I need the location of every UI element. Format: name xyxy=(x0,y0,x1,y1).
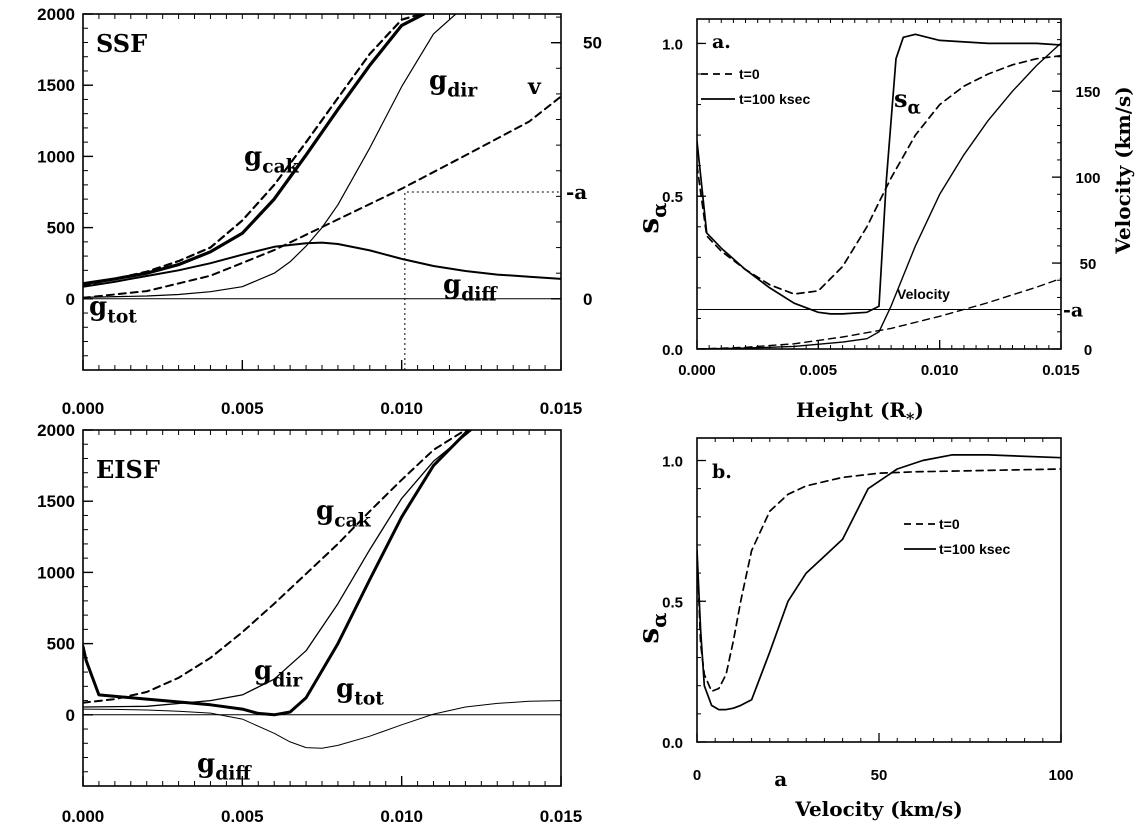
label-g-tot: gtot xyxy=(336,674,384,709)
y-tick-label: 1.0 xyxy=(662,36,683,53)
x-tick-label: 0.010 xyxy=(380,807,423,826)
series-velocity-t=100-ksec xyxy=(697,42,1061,349)
label-g-diff: gdiff xyxy=(443,270,498,305)
series-g_cak xyxy=(83,430,467,704)
svg-text:sα: sα xyxy=(632,612,671,643)
svg-text:sα: sα xyxy=(632,202,671,233)
right-tick-label: 50 xyxy=(1080,256,1097,273)
legend-label: t=100 ksec xyxy=(739,91,810,107)
y-tick-label: 500 xyxy=(47,219,75,238)
y-tick-label: 1000 xyxy=(37,147,75,166)
right-tick-label: 50 xyxy=(583,34,602,53)
x-tick-label: 0.005 xyxy=(800,362,838,379)
chart-b: b. 0.0 0.5 1.0 0 50 100 a t=0 t=100 ksec Velocity… xyxy=(632,437,1074,821)
x-tick-label: 0.000 xyxy=(62,807,105,826)
plot-frame xyxy=(82,13,562,371)
series-velocity-t=0 xyxy=(697,277,1061,349)
y-axis-title: sα xyxy=(632,612,671,643)
x-axis-title: Velocity (km/s) xyxy=(794,797,962,821)
y-axis-title: sα xyxy=(632,202,671,233)
series-t=100-ksec xyxy=(697,454,1061,711)
panel-label-eisf: EISF xyxy=(96,455,160,484)
y-tick-label: 0.5 xyxy=(662,594,683,611)
y-tick-label: 2000 xyxy=(37,5,75,24)
y-tick-label: 0 xyxy=(66,706,75,725)
right-tick-label: 100 xyxy=(1075,170,1100,187)
y-tick-label: 0 xyxy=(66,290,75,309)
x-tick-label: 50 xyxy=(871,767,888,784)
y-tick-label: 0.0 xyxy=(662,342,683,359)
plot-frame xyxy=(696,437,1062,743)
panel-label-ssf: SSF xyxy=(96,29,147,58)
legend-label: t=0 xyxy=(939,516,960,532)
y-tick-label: 0.5 xyxy=(662,189,683,206)
x-tick-label: 0.005 xyxy=(221,399,264,418)
x-tick-label: 0.010 xyxy=(921,362,959,379)
x-tick-label: 0.000 xyxy=(678,362,716,379)
legend-label: t=100 ksec xyxy=(939,541,1010,557)
a-marker-line xyxy=(404,191,561,370)
label-s-alpha: sα xyxy=(894,84,921,119)
right-tick-label: 0 xyxy=(583,290,592,309)
label-g-dir: gdir xyxy=(429,66,478,101)
x-tick-label: 0.000 xyxy=(62,399,105,418)
panel-label-b: b. xyxy=(712,461,732,483)
x-tick-label: 100 xyxy=(1048,767,1073,784)
label-g-dir: gdir xyxy=(254,656,303,691)
label-g-diff: gdiff xyxy=(197,749,252,784)
a-marker-label: a xyxy=(774,767,787,791)
series-g_dir xyxy=(83,14,457,298)
series-g_diff xyxy=(83,700,561,749)
y-tick-label: 1.0 xyxy=(662,454,683,471)
series-g_tot xyxy=(83,14,426,286)
series-g_diff xyxy=(83,241,561,288)
panel-label-a: a. xyxy=(712,31,731,53)
x-tick-label: 0.005 xyxy=(221,807,264,826)
series-g_dir xyxy=(83,430,473,708)
x-tick-label: 0.010 xyxy=(380,399,423,418)
y-tick-label: 500 xyxy=(47,635,75,654)
x-tick-label: 0.015 xyxy=(540,807,583,826)
a-marker-label: -a xyxy=(566,180,587,204)
y-tick-label: 1500 xyxy=(37,492,75,511)
right-axis-title: Velocity (km/s) xyxy=(1111,86,1135,254)
series-t=100-ksec xyxy=(697,33,1061,315)
label-v: v xyxy=(527,74,542,100)
chart-eisf: EISF 0 500 1000 1500 2000 0.000 0.005 0.010 0.01… xyxy=(37,421,582,826)
a-marker-label: -a xyxy=(1063,299,1083,321)
label-g-cak: gcak xyxy=(244,142,300,177)
series-v xyxy=(83,95,561,299)
legend-label: t=0 xyxy=(739,66,760,82)
x-tick-label: 0 xyxy=(693,767,701,784)
series-t=0 xyxy=(697,468,1061,693)
right-tick-label: 0 xyxy=(1084,342,1092,359)
y-tick-label: 0.0 xyxy=(662,735,683,752)
label-velocity: Velocity xyxy=(897,286,950,302)
x-axis-title: Height (R*) xyxy=(796,398,924,428)
y-tick-label: 1000 xyxy=(37,563,75,582)
x-tick-label: 0.015 xyxy=(540,399,583,418)
label-g-cak: gcak xyxy=(316,496,372,531)
label-g-tot: gtot xyxy=(89,292,137,327)
right-tick-label: 150 xyxy=(1075,84,1100,101)
y-tick-label: 2000 xyxy=(37,421,75,440)
y-tick-label: 1500 xyxy=(37,76,75,95)
x-tick-label: 0.015 xyxy=(1042,362,1080,379)
